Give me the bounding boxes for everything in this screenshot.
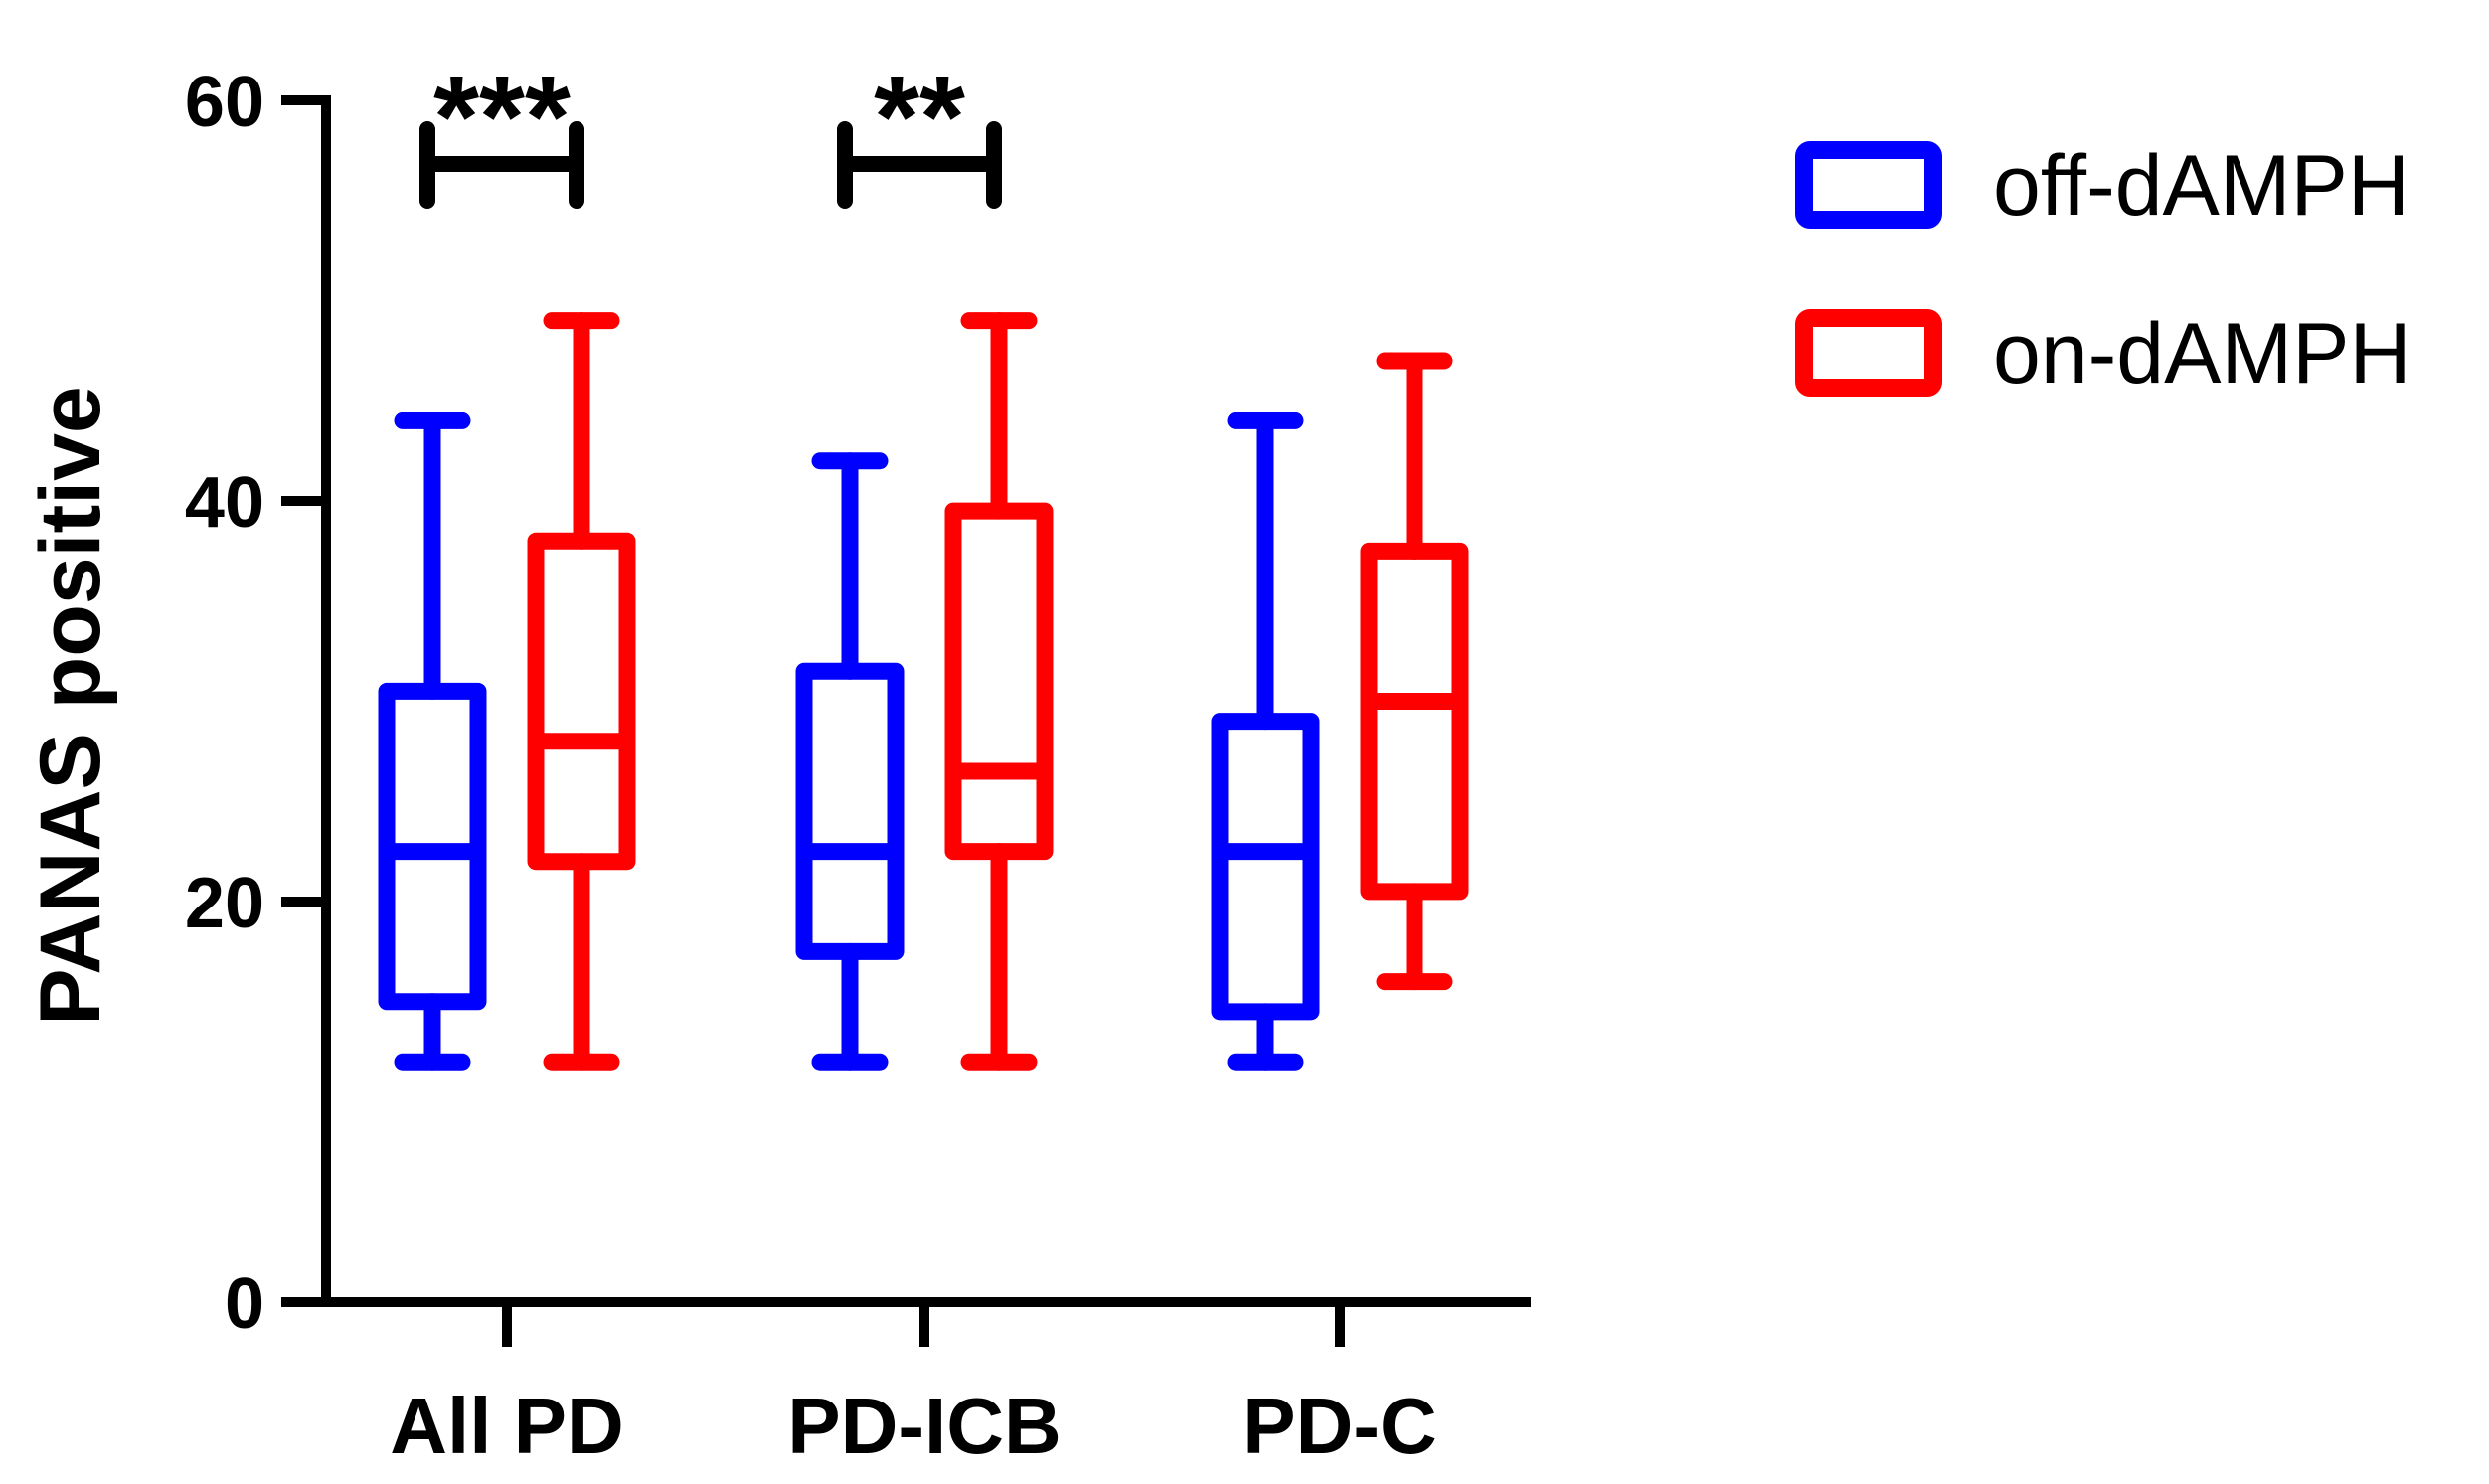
legend: off-dAMPH on-dAMPH: [1795, 138, 2411, 402]
box-1-2: [1360, 352, 1469, 991]
iqr-box: [1360, 542, 1469, 901]
y-tick-label: 0: [225, 1264, 264, 1344]
legend-label: on-dAMPH: [1993, 306, 2411, 402]
x-tick-label: PD-ICB: [787, 1382, 1062, 1470]
iqr-box: [527, 532, 636, 871]
axes: 0 20 40 60 All PD PD-ICB PD-C: [185, 63, 1531, 1470]
iqr-box: [795, 662, 905, 960]
box-0-0: [378, 412, 487, 1071]
y-tick-label: 20: [185, 864, 264, 943]
significance-label: **: [874, 52, 965, 183]
x-tick-label: PD-C: [1243, 1382, 1437, 1470]
iqr-box: [944, 502, 1054, 861]
box-0-2: [1211, 412, 1320, 1071]
legend-swatch: [1795, 309, 1942, 397]
box-1-1: [944, 312, 1054, 1071]
legend-swatch: [1795, 141, 1942, 229]
legend-label: off-dAMPH: [1993, 138, 2409, 234]
y-axis-title: PANAS positive: [23, 386, 118, 1026]
y-tick-label: 60: [185, 63, 264, 142]
iqr-box: [1211, 713, 1320, 1021]
x-tick-label: All PD: [390, 1382, 624, 1470]
plot-marks: [378, 312, 1469, 1071]
significance-label: ***: [433, 52, 571, 183]
box-0-1: [795, 452, 905, 1071]
significance-annotations: *** **: [419, 52, 1002, 209]
legend-item-0: off-dAMPH: [1795, 138, 2409, 234]
legend-item-1: on-dAMPH: [1795, 306, 2411, 402]
y-tick-label: 40: [185, 463, 264, 543]
box-1-0: [527, 312, 636, 1071]
